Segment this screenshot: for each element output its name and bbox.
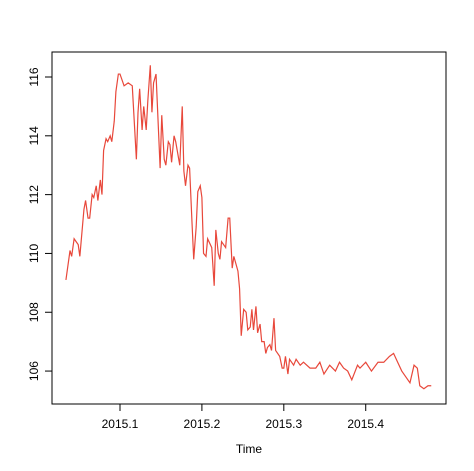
y-tick-label: 114 [27,126,41,145]
y-tick-label: 116 [27,67,41,86]
y-tick-label: 110 [27,244,41,263]
line [65,65,432,390]
plot-frame [51,51,447,405]
x-axis-label: Time [236,442,263,456]
y-tick-label: 112 [27,185,41,204]
y-tick-label: 108 [27,302,41,322]
x-tick-label: 2015.2 [184,417,221,431]
x-tick-label: 2015.4 [347,417,384,431]
x-tick-label: 2015.1 [102,417,139,431]
y-tick-label: 106 [27,361,41,381]
x-tick-label: 2015.3 [265,417,302,431]
